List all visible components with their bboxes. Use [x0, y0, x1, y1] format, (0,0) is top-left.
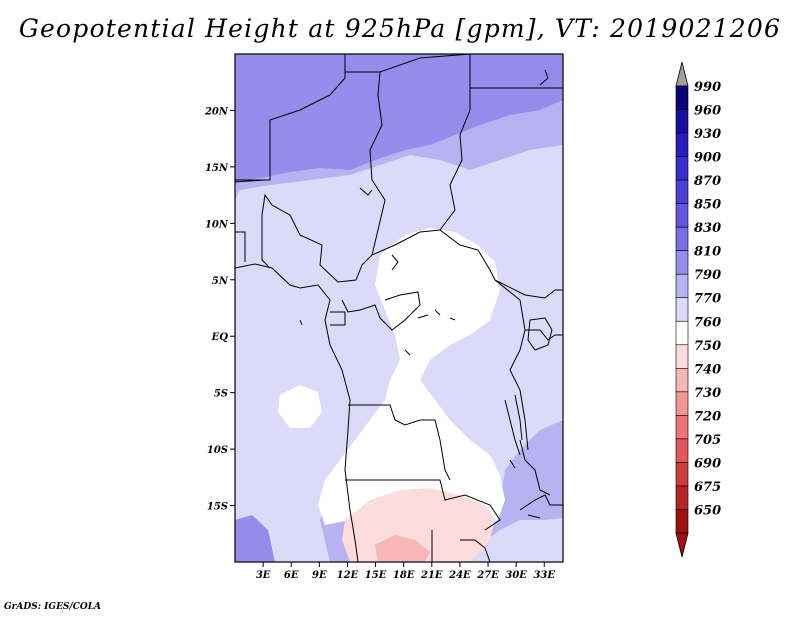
field-760-region-west [278, 385, 322, 428]
colorbar-label: 900 [694, 151, 721, 166]
field-810-region-southwest [235, 515, 275, 562]
y-tick-label: 10S [207, 445, 228, 456]
colorbar: 990 960 930 900 870 850 830 810 790 770 760 750 740 7… [675, 61, 721, 558]
colorbar-label: 790 [694, 268, 721, 283]
y-tick-label: EQ [211, 332, 229, 343]
colorbar-swatch [675, 391, 689, 416]
colorbar-label: 705 [694, 433, 721, 448]
colorbar-swatch [675, 156, 689, 181]
x-tick-label: 15E [365, 570, 387, 581]
y-tick-label: 20N [204, 106, 229, 117]
y-tick-label: 15N [205, 163, 229, 174]
colorbar-label: 810 [694, 245, 721, 260]
colorbar-swatch [675, 109, 689, 134]
field-810-region [235, 54, 563, 182]
y-tick-label: 5N [212, 276, 229, 287]
colorbar-label: 930 [694, 127, 721, 142]
colorbar-swatch [675, 509, 689, 534]
footer-credit: GrADS: IGES/COLA [4, 602, 102, 612]
colorbar-swatch [675, 462, 689, 487]
x-tick-label: 27E [476, 570, 499, 581]
colorbar-swatch [675, 415, 689, 440]
x-tick-label: 6E [284, 570, 299, 581]
x-tick-label: 3E [256, 570, 271, 581]
x-tick-label: 21E [420, 570, 443, 581]
colorbar-swatch [675, 203, 689, 228]
colorbar-swatch [675, 179, 689, 204]
colorbar-label: 770 [694, 292, 721, 307]
colorbar-top-arrow [675, 61, 689, 87]
y-tick-label: 15S [207, 502, 228, 513]
map-panel: 3E 6E 9E 12E 15E 18E 21E 24E 27E 30E 33E 20N 15N 10N… [204, 53, 564, 581]
colorbar-swatch [675, 250, 689, 275]
x-tick-label: 9E [312, 570, 327, 581]
colorbar-swatch [675, 273, 689, 299]
colorbar-swatch [675, 368, 689, 393]
map-frame [234, 53, 564, 563]
x-tick-label: 33E [533, 570, 555, 581]
colorbar-swatch [675, 344, 689, 369]
colorbar-label: 650 [694, 503, 721, 518]
country-borders [235, 54, 563, 562]
colorbar-label: 960 [694, 104, 721, 119]
colorbar-label: 760 [694, 315, 721, 330]
x-tick-label: 30E [505, 570, 527, 581]
colorbar-swatch [675, 132, 689, 157]
x-tick-label: 12E [337, 570, 359, 581]
colorbar-swatch [675, 297, 689, 322]
colorbar-label: 850 [694, 198, 721, 213]
x-axis: 3E 6E 9E 12E 15E 18E 21E 24E 27E 30E 33E [256, 562, 555, 581]
x-tick-label: 18E [393, 570, 415, 581]
field-760-region [318, 228, 505, 530]
colorbar-swatch [675, 85, 689, 110]
colorbar-label: 675 [694, 480, 721, 495]
colorbar-label: 990 [694, 80, 721, 95]
y-tick-label: 5S [214, 389, 228, 400]
colorbar-swatch [675, 438, 689, 463]
colorbar-label: 740 [694, 362, 721, 377]
colorbar-swatch [675, 485, 689, 510]
colorbar-bottom-arrow [675, 532, 689, 558]
colorbar-swatch [675, 226, 689, 251]
map-title: Geopotential Height at 925hPa [gpm], VT:… [18, 14, 782, 43]
colorbar-label: 690 [694, 456, 721, 471]
colorbar-label: 730 [694, 386, 721, 401]
y-axis: 20N 15N 10N 5N EQ 5S 10S 15S [204, 106, 235, 513]
field-740-region [375, 535, 430, 562]
colorbar-label: 830 [694, 221, 721, 236]
colorbar-swatch [675, 320, 689, 346]
y-tick-label: 10N [205, 219, 229, 230]
colorbar-label: 750 [694, 339, 721, 354]
colorbar-label: 870 [694, 174, 721, 189]
x-tick-label: 24E [448, 570, 471, 581]
colorbar-label: 720 [694, 409, 721, 424]
